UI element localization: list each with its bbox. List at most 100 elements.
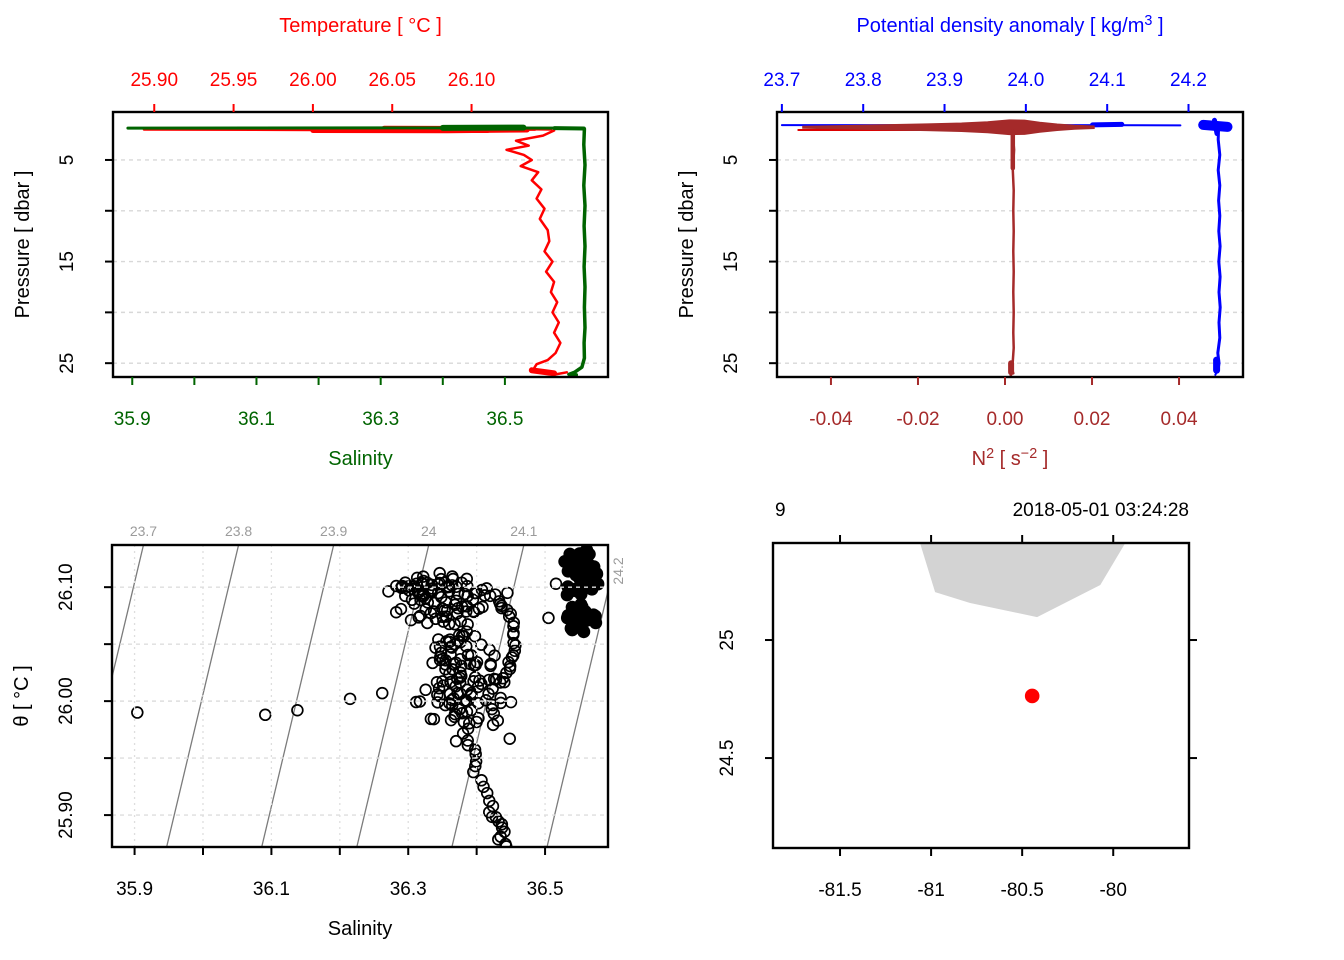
- data-point-open: [460, 572, 474, 586]
- data-point-open: [461, 734, 474, 747]
- data-point-open: [445, 579, 459, 592]
- data-point-open: [480, 582, 493, 595]
- tick-label: 15: [721, 251, 742, 272]
- data-point-filled: [558, 555, 572, 569]
- data-point-open: [448, 617, 461, 631]
- data-point-filled: [572, 571, 586, 585]
- series-line: [1090, 121, 1125, 128]
- tick-label: 24.5: [717, 740, 738, 777]
- data-point-open: [468, 629, 482, 643]
- tick-label: -0.02: [896, 409, 939, 430]
- series-envelope: [802, 119, 1095, 136]
- data-point-open: [500, 603, 514, 617]
- data-point-open: [501, 586, 514, 600]
- tick-label: 24.2: [1170, 70, 1207, 91]
- data-point-open: [468, 743, 482, 757]
- data-point-open: [463, 657, 477, 671]
- series-potential-density-anomaly: [780, 117, 1233, 376]
- axis-title: Pressure [ dbar ]: [676, 171, 698, 319]
- tick-label: 26.00: [289, 70, 337, 91]
- data-point-open: [433, 640, 447, 653]
- map-layers: [920, 543, 1126, 704]
- data-point-open: [432, 681, 446, 695]
- data-point-open: [480, 786, 494, 800]
- panel-station-map: 9 2018-05-01 03:24:28 -81.5 -81 -80.5 -80 25 24…: [717, 500, 1197, 901]
- panel-border: [771, 541, 1191, 850]
- ts-scatter: [131, 545, 605, 847]
- station-marker: [1024, 688, 1040, 704]
- data-point-open: [483, 589, 497, 603]
- data-point-filled: [590, 567, 604, 581]
- tick-label: 15: [57, 251, 78, 272]
- data-point-open: [473, 674, 486, 687]
- data-point-filled: [578, 556, 592, 570]
- isopycnal-label: 23.9: [320, 523, 347, 539]
- data-point-open: [467, 605, 480, 618]
- data-point-open: [131, 706, 144, 719]
- data-point-open: [414, 609, 427, 623]
- tick-label: -80.5: [1001, 880, 1044, 901]
- data-point-open: [412, 611, 426, 624]
- tick-label: 36.1: [238, 409, 275, 430]
- tick-label: 35.9: [114, 409, 151, 430]
- data-point-open: [442, 617, 456, 631]
- data-point-filled: [564, 621, 578, 635]
- data-point-filled: [560, 611, 574, 625]
- isopycnal-label: 24: [421, 523, 437, 539]
- panel-border: [111, 110, 610, 379]
- data-point-open: [427, 712, 441, 726]
- tick-label: -81: [917, 880, 944, 901]
- tick-label: 0.04: [1161, 409, 1198, 430]
- tick-label: 36.5: [527, 879, 564, 900]
- data-point-open: [469, 747, 482, 761]
- series-n2: [802, 119, 1095, 377]
- data-point-open: [467, 765, 480, 779]
- tick-label: 0.00: [987, 409, 1024, 430]
- axis-title: N2 [ s−2 ]: [972, 446, 1049, 470]
- tick-label: 36.3: [390, 879, 427, 900]
- panel-temperature-salinity-profile: 25.90 25.95 26.00 26.05 26.10 Temperature [ °…: [12, 15, 610, 470]
- data-point-open: [494, 676, 507, 689]
- data-point-open: [445, 693, 459, 707]
- tick-label: 26.10: [448, 70, 496, 91]
- tick-label: 23.8: [845, 70, 882, 91]
- data-point-open: [405, 593, 419, 607]
- axis-title: θ [ °C ]: [11, 665, 33, 726]
- data-point-open: [343, 692, 357, 706]
- data-point-open: [486, 698, 499, 712]
- data-point-open: [489, 588, 502, 601]
- data-point-open: [463, 716, 476, 730]
- data-point-open: [461, 579, 474, 593]
- panels-root: 25.90 25.95 26.00 26.05 26.10 Temperature [ °…: [11, 13, 1245, 940]
- data-point-open: [426, 656, 439, 670]
- panel-density-n2-profile: 23.7 23.8 23.9 24.0 24.1 24.2 Potential densit…: [676, 13, 1245, 470]
- tick-label: 36.1: [253, 879, 290, 900]
- data-point-open: [438, 576, 451, 589]
- data-point-open: [498, 675, 511, 689]
- data-point-open: [461, 618, 474, 631]
- tick-label: 36.3: [362, 409, 399, 430]
- tick-label: 25: [717, 629, 738, 650]
- data-point-open: [472, 696, 485, 710]
- data-point-open: [449, 656, 463, 669]
- data-point-open: [475, 774, 488, 787]
- isopycnal-line: [112, 545, 145, 680]
- data-point-open: [461, 589, 474, 603]
- tick-label: 26.05: [368, 70, 416, 91]
- series-line: [1009, 371, 1014, 377]
- data-point-open: [433, 653, 447, 667]
- data-point-open: [484, 657, 497, 671]
- data-point-filled: [574, 587, 588, 601]
- tick-label: 0.02: [1074, 409, 1111, 430]
- data-point-open: [434, 646, 448, 660]
- panel-border: [110, 543, 610, 849]
- data-point-open: [414, 593, 427, 607]
- isopycnal-label: 23.8: [225, 523, 252, 539]
- tick-label: 23.7: [763, 70, 800, 91]
- data-point-open: [504, 695, 518, 709]
- data-point-open: [432, 633, 445, 646]
- data-point-open: [449, 680, 462, 693]
- data-point-open: [454, 666, 467, 679]
- data-point-open: [507, 636, 520, 650]
- data-point-open: [425, 578, 438, 592]
